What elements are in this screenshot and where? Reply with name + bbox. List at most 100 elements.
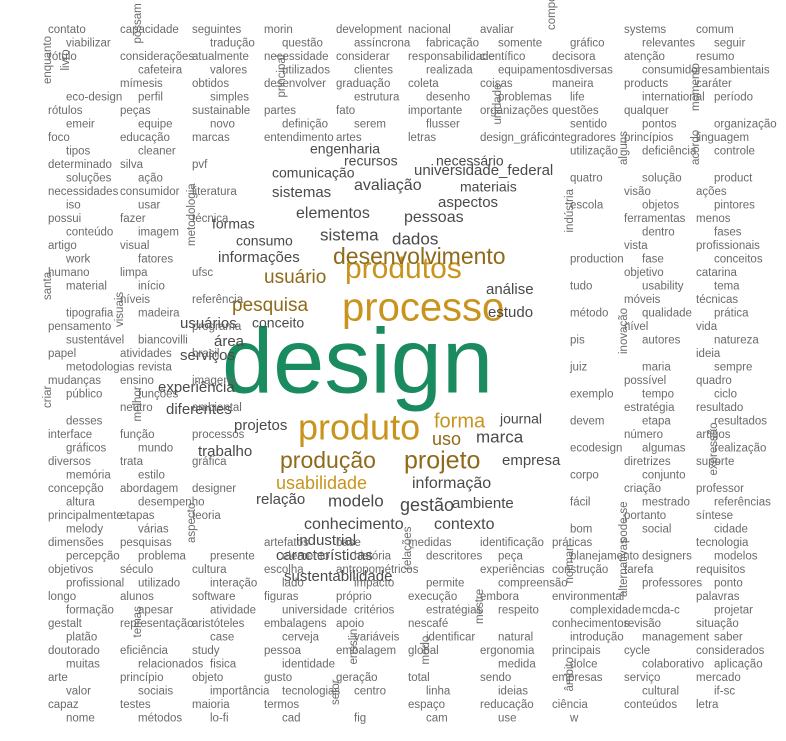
word-small: responsabilidade <box>408 51 495 63</box>
word-small: planejamento <box>570 551 639 563</box>
word-small: figuras <box>264 591 299 603</box>
word-small: cultura <box>192 564 227 576</box>
word-small: palavras <box>696 591 740 603</box>
word-small: atenção <box>624 51 665 63</box>
word-small: ação <box>138 173 163 185</box>
word-small: testes <box>120 699 151 711</box>
word-small: cam <box>426 713 448 725</box>
word-small: obtidos <box>192 78 229 90</box>
word-small: revista <box>138 362 172 374</box>
word-small: imagens <box>192 375 236 387</box>
word-mid: formas <box>212 216 255 232</box>
word-small: natural <box>498 632 533 644</box>
word-small: fazer <box>120 213 146 225</box>
word-small: experiências <box>480 564 545 576</box>
word-small: mcda-c <box>642 605 680 617</box>
word-small: marcas <box>192 132 230 144</box>
word-small: corpo <box>570 470 599 482</box>
word-small: somente <box>498 38 542 50</box>
word-small: indústria <box>564 188 576 232</box>
word-small: saber <box>714 632 743 644</box>
word-small: permite <box>426 578 464 590</box>
word-mid: universidade_federal <box>414 162 553 179</box>
word-mid: projetos <box>234 417 287 434</box>
word-small: relações <box>402 526 414 570</box>
word-small: seguintes <box>192 24 241 36</box>
word-small: ciência <box>552 699 588 711</box>
word-small: revisão <box>624 618 661 630</box>
word-small: ponto <box>714 578 743 590</box>
word-mid: dados <box>392 229 438 248</box>
word-small: acordo <box>690 130 702 165</box>
word-small: literatura <box>192 186 237 198</box>
word-small: w <box>569 713 579 725</box>
word-mid: elementos <box>296 205 370 222</box>
word-small: environmental <box>552 591 624 603</box>
word-small: ecodesign <box>570 443 622 455</box>
word-top: produção <box>280 447 376 473</box>
word-mid: avaliação <box>354 177 422 194</box>
word-small: portanto <box>624 510 666 522</box>
word-small: capacidade <box>120 24 179 36</box>
word-small: considerados <box>696 645 765 657</box>
word-small: nacional <box>408 24 451 36</box>
word-small: tecnologia <box>696 537 749 549</box>
word-small: universidade <box>282 605 347 617</box>
word-small: ensino <box>120 375 154 387</box>
word-mid: estudo <box>488 304 533 321</box>
word-small: científico <box>480 51 525 63</box>
word-small: programa <box>192 321 242 333</box>
word-small: dimensões <box>48 537 104 549</box>
word-mid: industrial <box>296 532 356 549</box>
word-small: medidas <box>408 537 452 549</box>
word-small: estilo <box>138 470 165 482</box>
word-small: atividades <box>120 348 172 360</box>
word-small: dentro <box>642 227 675 239</box>
word-small: impacto <box>354 578 394 590</box>
word-small: seguir <box>714 38 745 50</box>
word-small: ensslin <box>348 629 360 665</box>
word-small: sentido <box>570 119 607 131</box>
word-small: dolce <box>570 659 598 671</box>
word-small: funções <box>138 389 179 401</box>
word-mid: necessário <box>436 153 504 169</box>
word-small: teoria <box>192 510 221 522</box>
word-small: aplicação <box>714 659 763 671</box>
word-small: desempenho <box>138 497 205 509</box>
word-small: cerveja <box>282 632 320 644</box>
word-small: fisica <box>210 659 237 671</box>
word-small: gráfico <box>570 38 605 50</box>
word-small: etapa <box>642 416 671 428</box>
word-small: maioria <box>192 699 230 711</box>
word-small: projetar <box>714 605 753 617</box>
word-small: respeito <box>498 605 539 617</box>
word-small: sustentável <box>66 335 124 347</box>
word-small: número <box>624 429 663 441</box>
word-small: clientes <box>354 65 393 77</box>
word-small: organizações <box>480 105 549 117</box>
word-small: referência <box>192 294 244 306</box>
word-small: sociais <box>138 686 173 698</box>
word-small: espaço <box>408 699 445 711</box>
word-small: temas <box>132 606 144 638</box>
word-small: possam <box>132 3 144 43</box>
word-small: requisitos <box>696 564 745 576</box>
word-small: management <box>642 632 710 644</box>
word-small: conteúdo <box>66 227 113 239</box>
word-small: objetivo <box>624 267 664 279</box>
word-mid: gestão <box>400 495 454 515</box>
word-small: situação <box>696 618 739 630</box>
word-small: biancovilli <box>138 335 188 347</box>
word-small: questões <box>552 105 599 117</box>
word-small: utilização <box>570 146 618 158</box>
word-small: melody <box>66 524 103 536</box>
word-small: pis <box>570 335 585 347</box>
word-small: resumo <box>696 51 734 63</box>
word-small: conjunto <box>642 470 685 482</box>
word-small: início <box>138 281 165 293</box>
word-small: profissional <box>66 578 124 590</box>
word-small: production <box>570 254 624 266</box>
word-mid: materiais <box>460 179 517 195</box>
word-small: aristóteles <box>192 618 245 630</box>
word-small: prática <box>714 308 749 320</box>
